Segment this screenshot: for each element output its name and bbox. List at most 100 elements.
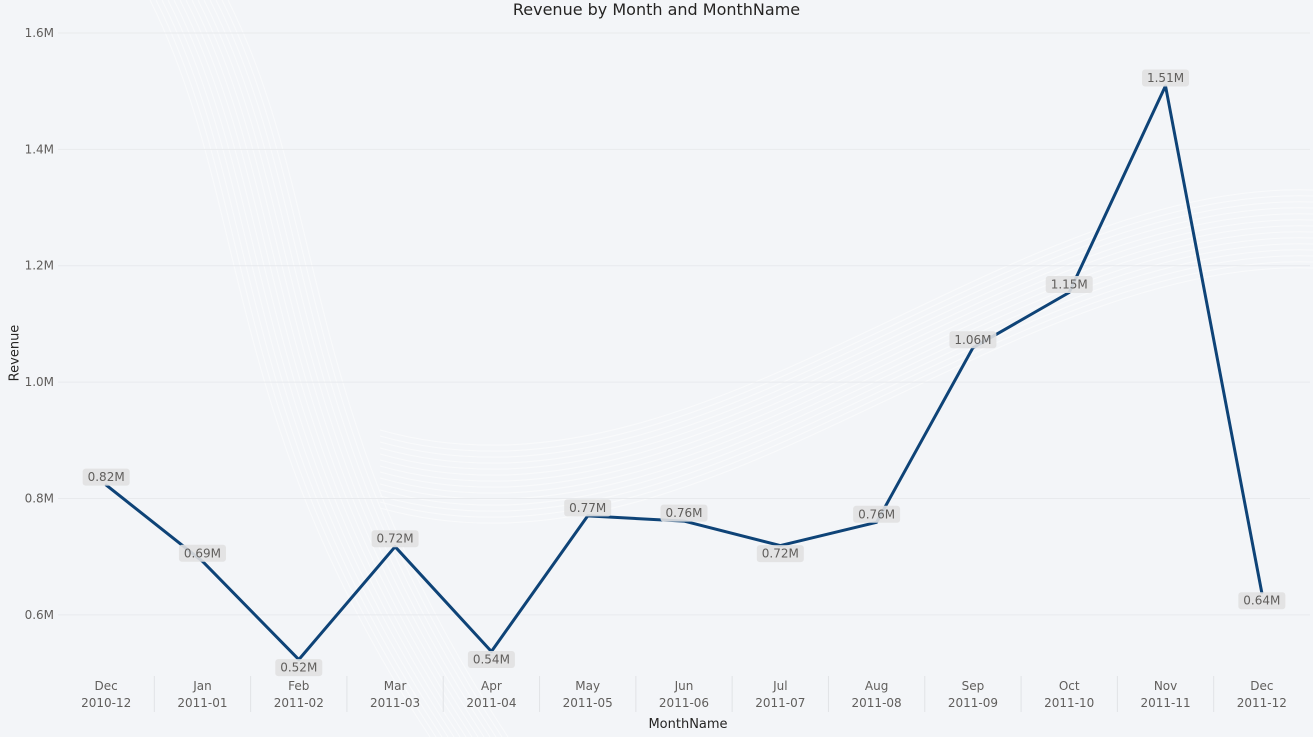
data-label: 0.64M xyxy=(1238,592,1286,610)
y-tick-label: 1.2M xyxy=(25,259,54,273)
data-label-background xyxy=(1045,275,1093,293)
x-tick-period: 2011-03 xyxy=(370,696,420,710)
background-swirl-right xyxy=(379,207,1313,464)
data-label-text: 1.06M xyxy=(954,333,991,347)
data-label-text: 1.51M xyxy=(1147,71,1184,85)
background-swirl-right xyxy=(379,189,1313,446)
y-tick-label: 0.6M xyxy=(25,608,54,622)
background-swirl-right xyxy=(379,267,1313,524)
x-tick-period: 2011-05 xyxy=(563,696,613,710)
background-swirl-right xyxy=(379,255,1313,512)
data-label: 0.69M xyxy=(178,544,226,562)
background-swirl-right xyxy=(379,219,1313,476)
data-label-background xyxy=(949,331,997,349)
background-swirl-left xyxy=(167,0,449,737)
data-label: 0.82M xyxy=(82,468,130,486)
data-label-text: 0.52M xyxy=(280,661,317,675)
data-label-background xyxy=(1142,69,1190,87)
data-label-background xyxy=(564,499,612,517)
data-label-background xyxy=(82,468,130,486)
data-label-text: 0.77M xyxy=(569,501,606,515)
data-label: 0.72M xyxy=(756,545,804,563)
background-swirl-left xyxy=(185,0,467,737)
data-label: 0.52M xyxy=(275,659,323,677)
x-tick-month: Dec xyxy=(1250,679,1273,693)
background-swirl-left xyxy=(209,0,491,737)
data-label-text: 0.54M xyxy=(473,652,510,666)
data-label-background xyxy=(275,659,323,677)
x-tick-month: Feb xyxy=(288,679,309,693)
background-swirl-left xyxy=(173,0,455,737)
x-tick-period: 2010-12 xyxy=(81,696,131,710)
x-axis-title: MonthName xyxy=(648,717,728,732)
background-swirl-right xyxy=(379,225,1313,482)
y-tick-label: 0.8M xyxy=(25,491,54,505)
background-decoration xyxy=(149,0,1313,737)
data-label-background xyxy=(1238,592,1286,610)
background-swirl-left xyxy=(197,0,479,737)
x-tick-period: 2011-11 xyxy=(1140,696,1190,710)
background-swirl-left xyxy=(155,0,437,737)
x-tick-month: Mar xyxy=(384,679,407,693)
chart-title: Revenue by Month and MonthName xyxy=(512,0,801,19)
background-swirl-right xyxy=(379,237,1313,494)
data-label: 1.06M xyxy=(949,331,997,349)
background-swirl-left xyxy=(215,0,497,737)
data-label: 0.77M xyxy=(564,499,612,517)
x-tick-month: May xyxy=(575,679,600,693)
x-tick-period: 2011-02 xyxy=(274,696,324,710)
data-label: 0.76M xyxy=(660,504,708,522)
data-label: 1.51M xyxy=(1142,69,1190,87)
data-label-text: 0.76M xyxy=(665,506,702,520)
x-tick-period: 2011-10 xyxy=(1044,696,1094,710)
x-tick-month: Nov xyxy=(1154,679,1177,693)
background-swirl-right xyxy=(379,201,1313,458)
x-tick-month: Oct xyxy=(1059,679,1080,693)
data-label: 0.54M xyxy=(467,650,515,668)
background-swirl-right xyxy=(379,261,1313,518)
data-label: 1.15M xyxy=(1045,275,1093,293)
background-swirl-left xyxy=(149,0,431,737)
y-tick-label: 1.4M xyxy=(25,142,54,156)
data-label-background xyxy=(467,650,515,668)
background-swirl-left xyxy=(227,0,509,737)
x-tick-period: 2011-06 xyxy=(659,696,709,710)
x-tick-month: Jan xyxy=(192,679,212,693)
data-label: 0.76M xyxy=(853,505,901,523)
background-swirl-left xyxy=(203,0,485,737)
background-swirl-right xyxy=(379,195,1313,452)
x-tick-period: 2011-09 xyxy=(948,696,998,710)
data-label-text: 0.76M xyxy=(858,507,895,521)
data-label-text: 1.15M xyxy=(1051,277,1088,291)
data-label-text: 0.72M xyxy=(377,532,414,546)
x-tick-month: Aug xyxy=(865,679,888,693)
x-tick-month: Sep xyxy=(962,679,985,693)
data-label-text: 0.69M xyxy=(184,546,221,560)
data-label-text: 0.64M xyxy=(1243,594,1280,608)
background-swirl-left xyxy=(191,0,473,737)
background-swirl-left xyxy=(179,0,461,737)
y-tick-label: 1.0M xyxy=(25,375,54,389)
background-swirl-right xyxy=(379,213,1313,470)
background-swirl-left xyxy=(221,0,503,737)
x-tick-month: Apr xyxy=(481,679,502,693)
y-tick-label: 1.6M xyxy=(25,26,54,40)
data-label-text: 0.72M xyxy=(762,547,799,561)
data-label-background xyxy=(853,505,901,523)
x-tick-month: Jul xyxy=(772,679,787,693)
data-label-background xyxy=(756,545,804,563)
x-tick-period: 2011-04 xyxy=(466,696,516,710)
x-tick-period: 2011-08 xyxy=(852,696,902,710)
x-tick-period: 2011-07 xyxy=(755,696,805,710)
data-label-background xyxy=(178,544,226,562)
background-swirl-left xyxy=(161,0,443,737)
x-tick-month: Dec xyxy=(95,679,118,693)
data-label-background xyxy=(660,504,708,522)
x-tick-period: 2011-01 xyxy=(177,696,227,710)
x-tick-month: Jun xyxy=(674,679,694,693)
data-label-text: 0.82M xyxy=(88,470,125,484)
data-label: 0.72M xyxy=(371,530,419,548)
x-tick-period: 2011-12 xyxy=(1237,696,1287,710)
